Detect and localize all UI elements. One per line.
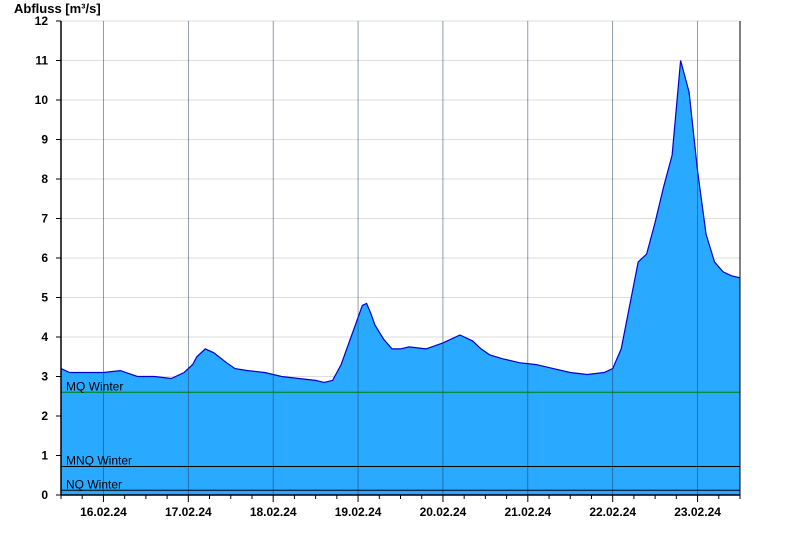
x-tick-label: 22.02.24 [589, 505, 636, 519]
reference-line-label: MNQ Winter [66, 454, 132, 468]
x-tick-label: 17.02.24 [165, 505, 212, 519]
x-tick-label: 21.02.24 [504, 505, 551, 519]
y-tick-label: 10 [35, 93, 49, 107]
discharge-line [60, 60, 741, 384]
y-tick-label: 7 [41, 212, 48, 226]
y-axis-label: Abfluss [m³/s] [14, 1, 101, 16]
reference-line-label: MQ Winter [66, 379, 123, 393]
x-tick-label: 20.02.24 [420, 505, 467, 519]
y-tick-label: 11 [35, 54, 48, 68]
y-tick-label: 2 [41, 409, 48, 423]
y-tick-label: 9 [41, 133, 48, 147]
y-tick-label: 1 [41, 449, 48, 463]
y-tick-label: 12 [35, 14, 49, 28]
y-tick-label: 0 [41, 488, 48, 502]
area-layer [60, 21, 741, 495]
y-tick-label: 8 [41, 172, 48, 186]
x-tick-label: 18.02.24 [250, 505, 297, 519]
x-tick-label: 19.02.24 [335, 505, 382, 519]
reference-lines: MQ Winter MNQ Winter NQ Winter [61, 379, 740, 491]
reference-line-label: NQ Winter [66, 477, 122, 491]
x-tick-label: 23.02.24 [674, 505, 721, 519]
x-tick-label: 16.02.24 [80, 505, 127, 519]
y-tick-label: 3 [41, 370, 48, 384]
discharge-area [61, 60, 740, 495]
y-tick-label: 4 [41, 330, 48, 344]
y-tick-label: 6 [41, 251, 48, 265]
y-tick-label: 5 [41, 291, 48, 305]
